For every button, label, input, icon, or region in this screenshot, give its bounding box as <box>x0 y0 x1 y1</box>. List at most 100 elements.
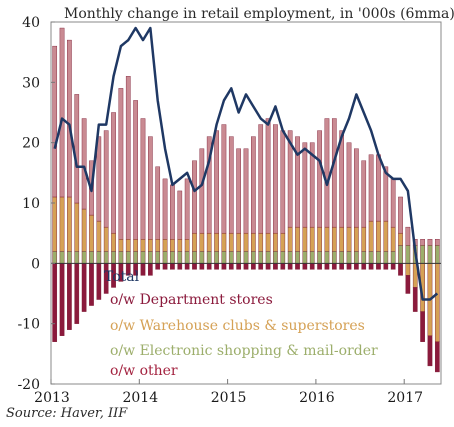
bar-segment <box>236 251 241 264</box>
bar-segment <box>280 232 286 252</box>
bar-segment <box>177 251 183 264</box>
bar-segment <box>295 251 300 264</box>
bar-segment <box>265 251 271 264</box>
bar-segment <box>251 232 256 252</box>
bar-segment <box>192 251 197 264</box>
bar-segment <box>228 232 234 252</box>
bar-segment <box>251 136 256 234</box>
bar-segment <box>317 130 322 228</box>
bar-segment <box>273 263 278 270</box>
bar-segment <box>74 202 80 252</box>
y-tick-label: 20 <box>22 136 40 152</box>
legend-department-stores: o/w Department stores <box>110 292 273 308</box>
bar-segment <box>390 226 396 252</box>
y-tick-label: 10 <box>22 196 40 212</box>
x-axis: 2013 2014 2015 2016 2017 <box>34 379 423 406</box>
bar-segment <box>133 238 138 252</box>
bar-segment <box>302 263 308 270</box>
bar-segment <box>67 263 72 330</box>
bar-segment <box>148 263 153 276</box>
bar-segment <box>81 208 87 252</box>
bar-segment <box>376 263 381 270</box>
bar-segment <box>59 27 65 198</box>
bar-segment <box>52 196 58 252</box>
bar-segment <box>103 130 109 228</box>
y-tick-label: 30 <box>22 75 40 91</box>
bar-segment <box>317 251 322 264</box>
bar-segment <box>74 263 80 324</box>
bar-segment <box>258 124 264 234</box>
bar-segment <box>368 263 374 270</box>
bar-segment <box>81 118 87 210</box>
bar-segment <box>162 178 168 240</box>
bar-segment <box>214 232 219 252</box>
bar-segment <box>390 263 396 270</box>
bar-segment <box>118 251 124 264</box>
bar-segment <box>405 275 411 294</box>
bar-segment <box>155 263 161 270</box>
x-tick-label: 2017 <box>387 390 423 406</box>
bar-segment <box>52 251 58 264</box>
bar-segment <box>228 251 234 264</box>
bar-segment <box>199 232 205 252</box>
bar-segment <box>67 251 72 264</box>
bar-segment <box>324 118 330 228</box>
bar-segment <box>265 263 271 270</box>
bar-segment <box>221 251 227 264</box>
bar-segment <box>81 251 87 264</box>
bar-segment <box>324 226 330 252</box>
bar-segment <box>59 196 65 252</box>
bar-segment <box>111 251 116 264</box>
bar-segment <box>339 263 344 270</box>
bar-segment <box>346 251 352 264</box>
x-tick-label: 2013 <box>34 390 70 406</box>
bar-segment <box>148 136 153 240</box>
bar-segment <box>265 232 271 252</box>
bar-segment <box>331 263 337 270</box>
bar-segment <box>170 184 175 240</box>
bar-segment <box>251 251 256 264</box>
bar-segment <box>177 263 183 270</box>
bar-segment <box>405 245 411 264</box>
legend-electronic-shopping: o/w Electronic shopping & mail-order <box>110 343 378 359</box>
bar-segment <box>155 166 161 240</box>
bar-segment <box>346 142 352 228</box>
bar-segment <box>177 190 183 240</box>
bar-segment <box>273 251 278 264</box>
bar-segment <box>243 251 249 264</box>
bar-segment <box>140 118 146 240</box>
bar-segment <box>74 94 80 204</box>
bar-segment <box>295 263 300 270</box>
bar-segment <box>59 251 65 264</box>
bar-segment <box>228 136 234 234</box>
bar-segment <box>214 130 219 234</box>
bar-segment <box>243 232 249 252</box>
bar-segment <box>434 341 440 373</box>
legend-total: Total <box>104 269 140 285</box>
bar-segment <box>125 76 131 240</box>
bar-segment <box>434 238 440 246</box>
bar-segment <box>398 196 403 234</box>
bar-segment <box>280 263 286 270</box>
bar-segment <box>177 238 183 252</box>
bar-segment <box>390 178 396 228</box>
x-tick-label: 2015 <box>211 390 247 406</box>
bar-segment <box>206 251 212 264</box>
bar-segment <box>383 220 389 252</box>
bar-segment <box>302 251 308 264</box>
bar-segment <box>346 226 352 252</box>
bar-segment <box>295 136 300 228</box>
bar-segment <box>236 232 241 252</box>
bar-segment <box>339 130 344 228</box>
bar-segment <box>324 251 330 264</box>
bar-segment <box>67 196 72 252</box>
bar-segment <box>309 263 315 270</box>
bar-segment <box>354 148 359 228</box>
bar-segment <box>324 263 330 270</box>
bar-segment <box>125 238 131 252</box>
bar-segment <box>148 251 153 264</box>
bar-segment <box>221 232 227 252</box>
bar-segment <box>361 263 367 270</box>
bar-segment <box>162 238 168 252</box>
bar-segment <box>140 251 146 264</box>
